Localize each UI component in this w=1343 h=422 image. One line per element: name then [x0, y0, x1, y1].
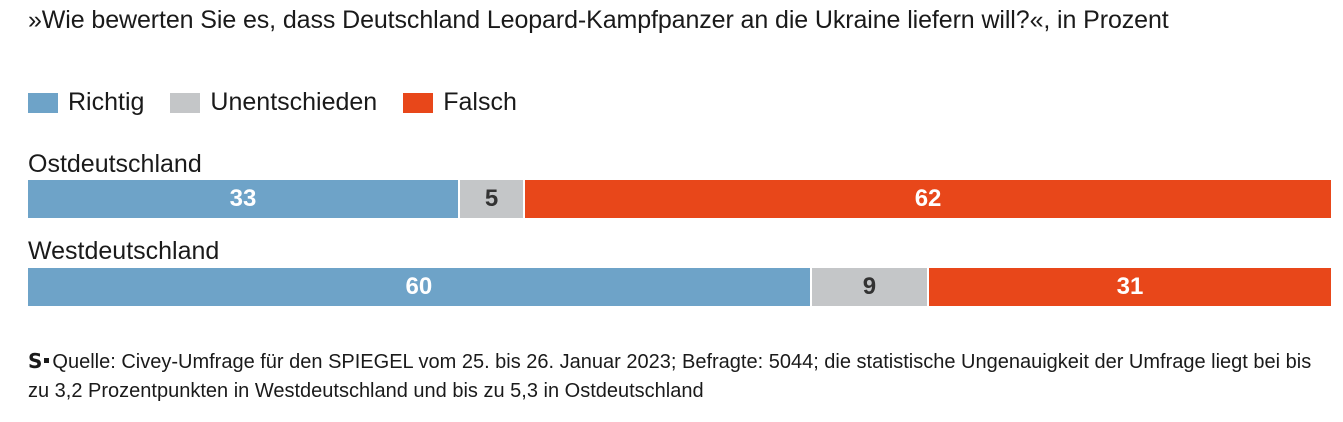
bar-segment-falsch-ostdeutschland: 62 [523, 180, 1331, 218]
data-label: 31 [1116, 273, 1144, 300]
data-label: 9 [862, 273, 877, 300]
data-label: 60 [405, 273, 433, 300]
spiegel-logo-icon: S [28, 349, 43, 373]
source-note: S Quelle: Civey-Umfrage für den SPIEGEL v… [28, 347, 1328, 406]
legend-item-falsch: Falsch [403, 88, 517, 117]
legend-item-richtig: Richtig [28, 88, 144, 117]
data-label: 62 [914, 185, 942, 212]
legend-label-richtig: Richtig [68, 88, 145, 116]
legend-item-unentschieden: Unentschieden [170, 88, 377, 117]
bar-segment-richtig-westdeutschland: 60 [28, 268, 810, 306]
legend-swatch-richtig [28, 92, 58, 113]
legend-label-falsch: Falsch [443, 88, 517, 116]
data-label: 33 [229, 185, 257, 212]
legend-swatch-unentschieden [170, 92, 201, 113]
source-text: Quelle: Civey-Umfrage für den SPIEGEL vo… [28, 351, 1312, 402]
data-label: 5 [484, 185, 499, 212]
bar-westdeutschland: 60 9 31 [28, 268, 1331, 306]
bar-ostdeutschland: 33 5 62 [28, 180, 1331, 218]
chart-title: »Wie bewerten Sie es, dass Deutschland L… [28, 6, 1169, 34]
bar-segment-unentschieden-ostdeutschland: 5 [457, 180, 524, 218]
legend-label-unentschieden: Unentschieden [210, 88, 378, 116]
category-label-ostdeutschland: Ostdeutschland [28, 150, 202, 178]
logo-dot-icon [44, 358, 50, 364]
bar-segment-unentschieden-westdeutschland: 9 [809, 268, 928, 306]
legend: Richtig Unentschieden Falsch [28, 88, 543, 117]
bar-segment-richtig-ostdeutschland: 33 [28, 180, 458, 218]
legend-swatch-falsch [403, 92, 434, 113]
category-label-westdeutschland: Westdeutschland [28, 237, 220, 265]
bar-segment-falsch-westdeutschland: 31 [927, 268, 1331, 306]
